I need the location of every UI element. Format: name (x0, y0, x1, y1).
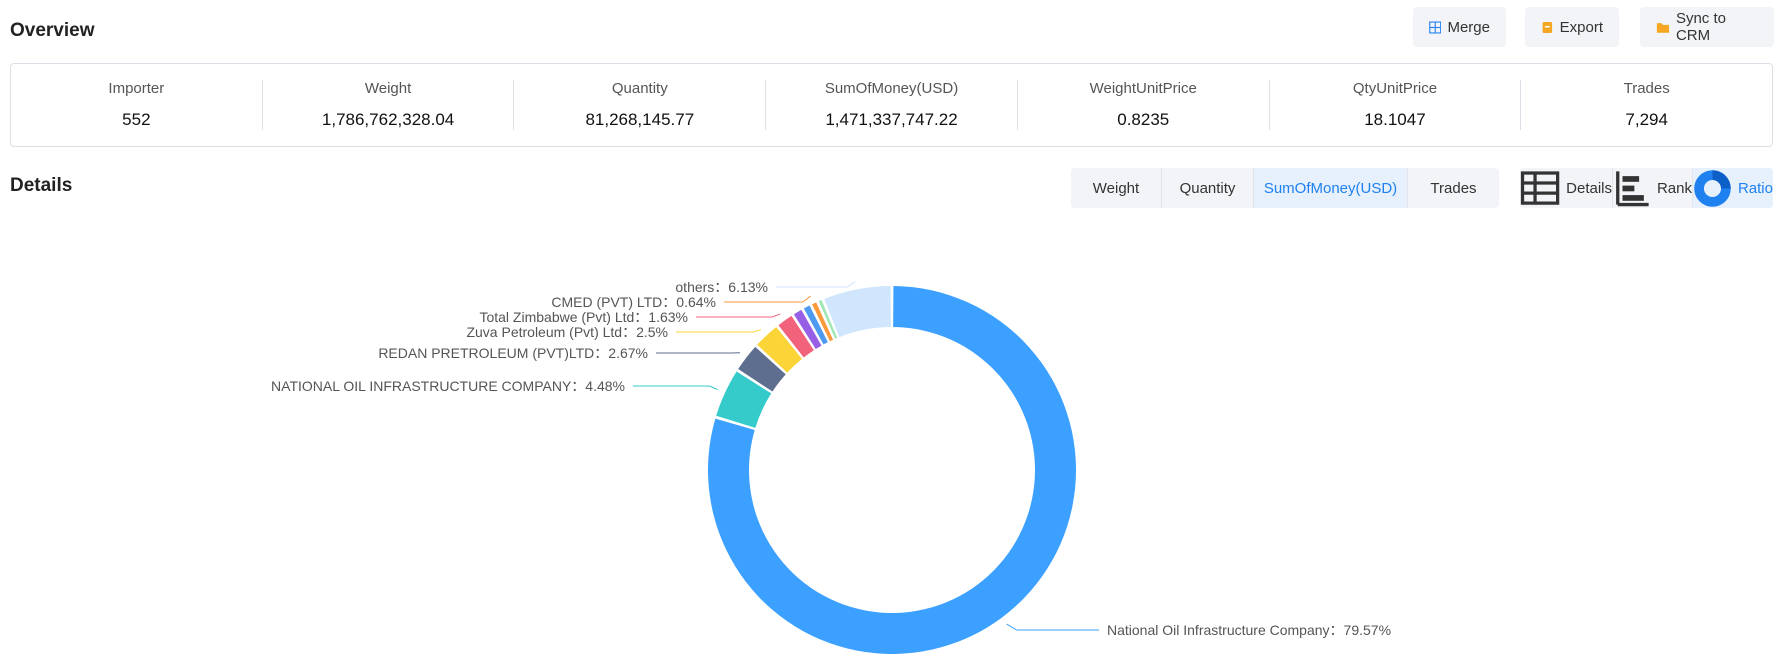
details-title: Details (10, 175, 73, 196)
stat-value: 81,268,145.77 (585, 110, 695, 129)
donut-slice-7[interactable] (812, 302, 834, 342)
slice-label-7: CMED (PVT) LTD：0.64% (551, 294, 716, 310)
label-line-0 (1006, 623, 1099, 631)
overview-title: Overview (10, 20, 95, 41)
stat-importer: Importer 552 (11, 80, 263, 130)
slice-label-2: REDAN PRETROLEUM (PVT)LTD：2.67% (378, 345, 648, 361)
stat-value: 1,471,337,747.22 (825, 110, 958, 129)
stat-value: 552 (122, 110, 151, 129)
rank-icon (1616, 171, 1649, 207)
donut-slice-2[interactable] (738, 346, 786, 392)
merge-icon (1429, 20, 1442, 34)
tab-sumofmoney[interactable]: SumOfMoney(USD) (1254, 168, 1408, 208)
label-line-9 (776, 281, 856, 288)
slice-label-0: National Oil Infrastructure Company：79.5… (1107, 622, 1391, 638)
stat-sumofmoney-usd: SumOfMoney(USD) 1,471,337,747.22 (766, 80, 1018, 130)
merge-label: Merge (1447, 18, 1490, 36)
donut-slice-5[interactable] (793, 309, 822, 350)
stat-label: WeightUnitPrice (1089, 80, 1197, 97)
stat-label: Quantity (611, 80, 668, 97)
overview-stats: Importer 552 Weight 1,786,762,328.04 Quantit… (10, 63, 1773, 147)
donut-slice-1[interactable] (716, 371, 772, 428)
tab-quantity[interactable]: Quantity (1162, 168, 1254, 208)
view-rank-label: Rank (1656, 179, 1692, 197)
stat-value: 18.1047 (1364, 110, 1426, 129)
sync-to-crm-label: Sync to CRM (1675, 10, 1726, 44)
slice-label-1: NATIONAL OIL INFRASTRUCTURE COMPANY：4.48… (271, 378, 625, 394)
donut-chart-icon (1694, 169, 1731, 207)
donut-slice-9[interactable] (824, 286, 891, 338)
view-ratio-label: Ratio (1737, 179, 1773, 197)
view-details[interactable]: Details (1520, 168, 1613, 208)
ratio-donut-chart: National Oil Infrastructure Company：79.5… (271, 279, 1391, 654)
stat-weight: Weight 1,786,762,328.04 (263, 80, 515, 130)
tab-weight[interactable]: Weight (1071, 168, 1162, 208)
label-line-7 (724, 295, 812, 303)
stat-label: SumOfMoney(USD) (824, 80, 959, 97)
slice-label-4: Total Zimbabwe (Pvt) Ltd：1.63% (479, 309, 688, 325)
stat-label: QtyUnitPrice (1352, 80, 1438, 97)
view-tabs: Details Rank Ratio (1520, 168, 1773, 208)
stat-trades: Trades 7,294 (1521, 80, 1772, 130)
stat-label: Trades (1623, 80, 1670, 97)
table-icon (1520, 171, 1560, 205)
view-details-label: Details (1566, 179, 1612, 197)
label-line-1 (633, 385, 718, 391)
donut-slice-6[interactable] (803, 305, 828, 345)
stat-value: 1,786,762,328.04 (321, 110, 455, 129)
metric-tabs: Weight Quantity SumOfMoney(USD) Trades (1071, 168, 1499, 208)
stat-value: 7,294 (1625, 110, 1668, 129)
stat-quantity: Quantity 81,268,145.77 (514, 80, 767, 130)
stat-weightunitprice: WeightUnitPrice 0.8235 (1018, 80, 1270, 130)
donut-slice-4[interactable] (778, 315, 814, 358)
stat-qtyunitprice: QtyUnitPrice 18.1047 (1270, 80, 1522, 130)
folder-icon (1656, 22, 1670, 33)
merge-button[interactable]: Merge (1413, 7, 1506, 47)
donut-slice-8[interactable] (818, 300, 838, 339)
stat-value: 0.8235 (1117, 110, 1170, 129)
tab-trades[interactable]: Trades (1430, 179, 1477, 197)
donut-slice-3[interactable] (757, 327, 803, 373)
label-line-4 (696, 313, 781, 318)
export-icon (1542, 21, 1553, 33)
view-rank[interactable]: Rank (1613, 168, 1693, 208)
export-label: Export (1559, 18, 1603, 36)
view-ratio[interactable]: Ratio (1693, 168, 1773, 208)
label-line-3 (676, 329, 762, 333)
export-button[interactable]: Export (1525, 7, 1619, 47)
slice-label-3: Zuva Petroleum (Pvt) Ltd：2.5% (466, 324, 668, 340)
sync-to-crm-button[interactable]: Sync to CRM (1640, 7, 1774, 47)
stat-label: Weight (364, 80, 412, 97)
slice-label-9: others：6.13% (675, 279, 768, 295)
stat-label: Importer (108, 80, 165, 97)
